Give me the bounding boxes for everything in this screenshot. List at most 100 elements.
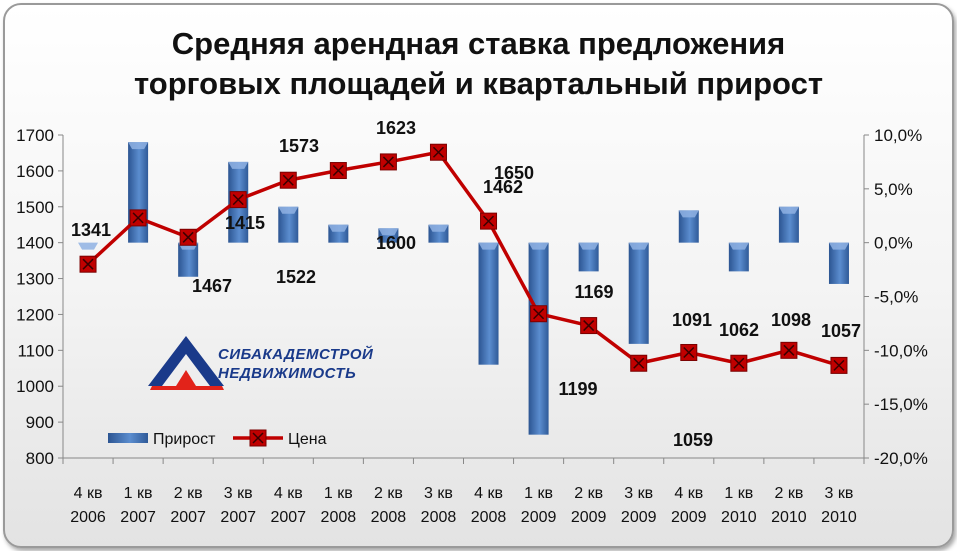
left-tick-label: 1600 <box>16 162 54 181</box>
logo-triangle-icon <box>148 336 224 390</box>
x-category-label-year: 2007 <box>120 509 156 526</box>
price-marker <box>530 305 548 323</box>
right-tick-label: -15,0% <box>874 395 928 414</box>
left-tick-label: 1700 <box>16 126 54 145</box>
right-tick-label: -5,0% <box>874 288 918 307</box>
x-category-label-quarter: 4 кв <box>74 485 103 502</box>
growth-bar <box>178 242 199 277</box>
price-marker <box>79 255 97 273</box>
growth-bar <box>428 224 449 243</box>
left-tick-label: 800 <box>26 449 54 468</box>
legend-item-growth: Прирост <box>108 431 216 448</box>
data-label: 1600 <box>376 233 416 253</box>
left-tick-label: 1400 <box>16 234 54 253</box>
price-marker <box>780 341 798 359</box>
x-category-label-quarter: 3 кв <box>624 485 653 502</box>
growth-bar <box>528 242 549 435</box>
data-label: 1462 <box>483 177 523 197</box>
x-category-label-quarter: 3 кв <box>424 485 453 502</box>
x-category-label-year: 2010 <box>721 509 757 526</box>
price-marker <box>129 209 147 227</box>
x-category-label-quarter: 1 кв <box>524 485 553 502</box>
right-tick-label: 0,0% <box>874 234 913 253</box>
x-category-label-year: 2007 <box>270 509 306 526</box>
data-label: 1650 <box>494 163 534 183</box>
data-label: 1199 <box>558 379 597 399</box>
growth-bar <box>378 228 399 243</box>
x-category-label-year: 2009 <box>621 509 657 526</box>
growth-bar <box>328 224 349 243</box>
growth-bar <box>628 242 649 344</box>
growth-bar <box>78 242 99 250</box>
chart-title-line-2: торговых площадей и квартальный прирост <box>133 66 824 101</box>
x-category-label-quarter: 1 кв <box>124 485 153 502</box>
data-label: 1098 <box>771 310 811 330</box>
x-category-label-year: 2009 <box>521 509 557 526</box>
price-line <box>86 150 840 368</box>
price-marker <box>179 228 197 246</box>
right-tick-label: 5,0% <box>874 180 913 199</box>
x-category-label-quarter: 2 кв <box>374 485 403 502</box>
x-category-label-quarter: 4 кв <box>274 485 303 502</box>
data-label: 1059 <box>673 430 713 450</box>
chart-frame <box>3 3 954 548</box>
data-label: 1091 <box>672 310 712 330</box>
x-category-label-year: 2007 <box>220 509 256 526</box>
left-tick-label: 1100 <box>17 341 54 360</box>
right-tick-label: -10,0% <box>874 341 928 360</box>
svg-text:Прирост: Прирост <box>153 431 216 448</box>
growth-bar <box>828 242 849 284</box>
x-category-label-year: 2006 <box>70 509 106 526</box>
x-category-label-year: 2008 <box>371 509 407 526</box>
price-marker <box>429 143 447 161</box>
company-logo: СИБАКАДЕМСТРОЙ НЕДВИЖИМОСТЬ <box>146 334 386 392</box>
data-label: 1341 <box>71 220 111 240</box>
x-category-label-year: 2009 <box>671 509 707 526</box>
data-label: 1415 <box>225 213 265 233</box>
x-category-label-year: 2007 <box>170 509 206 526</box>
x-category-label-quarter: 1 кв <box>724 485 753 502</box>
right-tick-label: -20,0% <box>874 449 928 468</box>
price-marker <box>279 171 297 189</box>
logo-text-line-2: НЕДВИЖИМОСТЬ <box>218 365 357 382</box>
price-marker <box>630 354 648 372</box>
left-tick-label: 1300 <box>16 270 54 289</box>
data-label: 1467 <box>192 276 232 296</box>
left-tick-label: 1500 <box>16 198 54 217</box>
growth-bar <box>578 242 599 272</box>
x-category-label-year: 2010 <box>821 509 857 526</box>
growth-bar <box>278 206 299 243</box>
price-marker <box>680 343 698 361</box>
price-marker <box>379 153 397 171</box>
growth-bar <box>778 206 799 243</box>
price-marker <box>730 354 748 372</box>
x-category-label-quarter: 4 кв <box>474 485 503 502</box>
data-label: 1522 <box>276 267 316 287</box>
price-marker <box>480 212 498 230</box>
x-category-label-quarter: 3 кв <box>825 485 854 502</box>
x-category-label-year: 2008 <box>421 509 457 526</box>
left-tick-label: 1200 <box>16 305 54 324</box>
growth-bar <box>128 142 149 243</box>
chart-title-line-1: Средняя арендная ставка предложения <box>171 26 786 61</box>
x-category-label-year: 2008 <box>471 509 507 526</box>
legend-item-price: Цена <box>233 429 327 448</box>
data-label: 1623 <box>376 118 416 138</box>
x-category-label-quarter: 2 кв <box>574 485 603 502</box>
right-tick-label: 10,0% <box>874 126 922 145</box>
data-label: 1062 <box>719 320 759 340</box>
x-category-label-year: 2008 <box>321 509 357 526</box>
x-category-label-quarter: 2 кв <box>174 485 203 502</box>
x-category-label-quarter: 2 кв <box>774 485 803 502</box>
x-category-label-quarter: 4 кв <box>674 485 703 502</box>
price-marker <box>830 356 848 374</box>
x-category-label-quarter: 1 кв <box>324 485 353 502</box>
data-label: 1573 <box>279 136 319 156</box>
chart-title: Средняя арендная ставка предложения торг… <box>40 24 917 104</box>
growth-bar <box>478 242 499 365</box>
left-tick-label: 1000 <box>16 377 54 396</box>
x-category-label-year: 2009 <box>571 509 607 526</box>
price-marker <box>229 191 247 209</box>
svg-text:Цена: Цена <box>288 431 327 448</box>
